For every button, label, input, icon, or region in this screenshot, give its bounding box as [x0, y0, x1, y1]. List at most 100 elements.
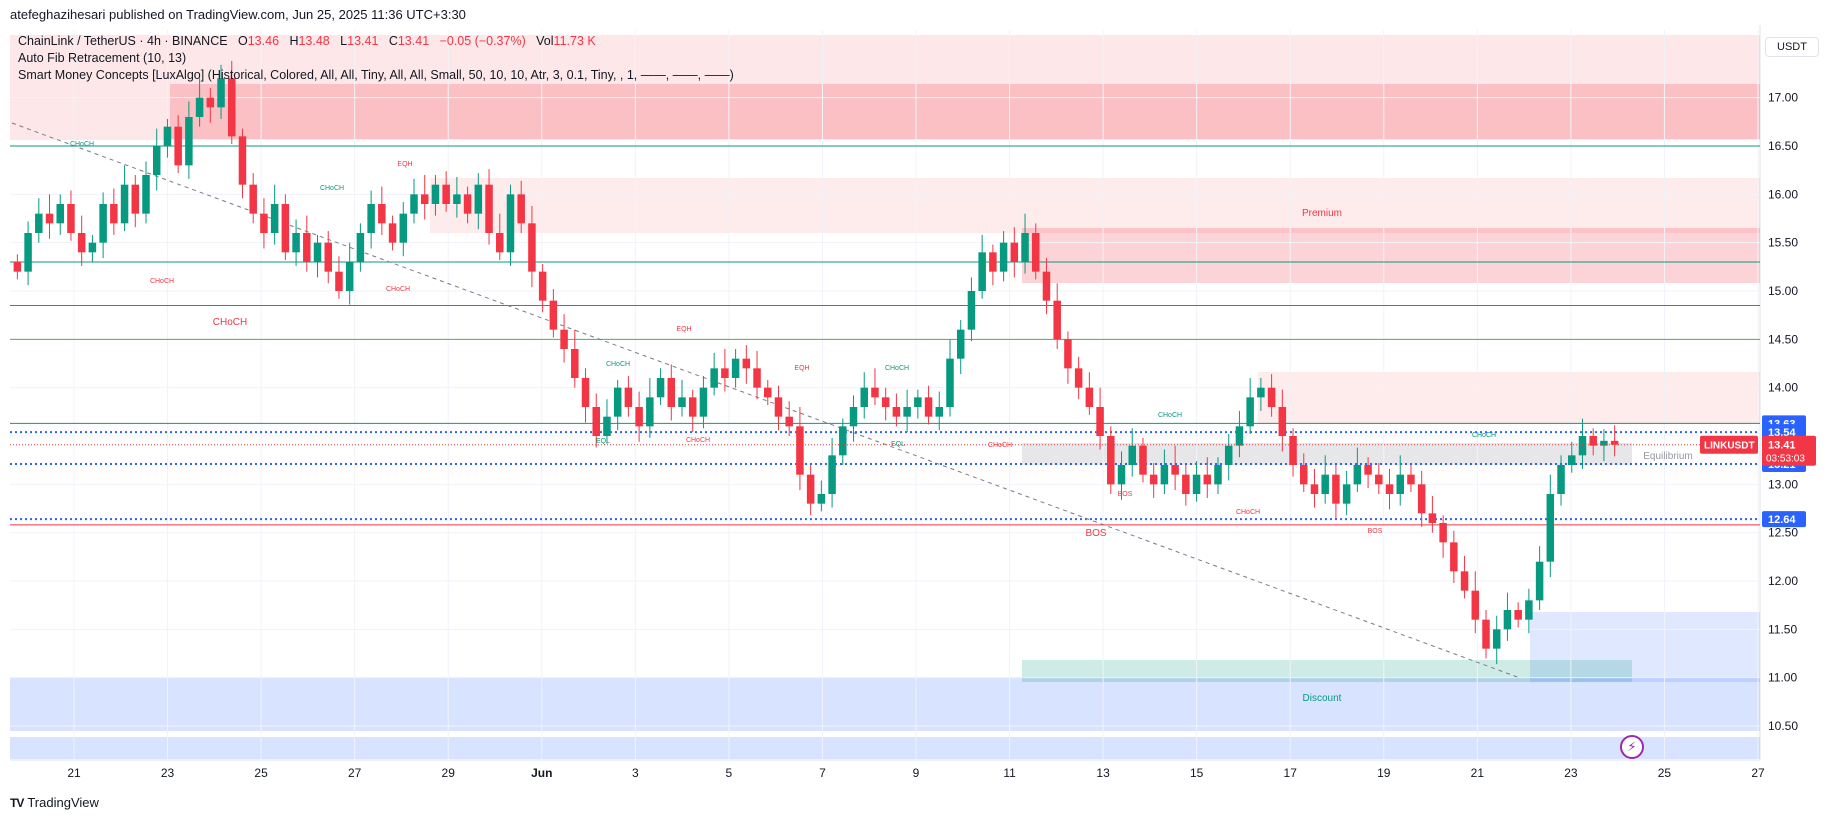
currency-unit-button[interactable]: USDT	[1765, 37, 1819, 57]
candle	[967, 277, 976, 342]
indicator-smc[interactable]: Smart Money Concepts [LuxAlgo] (Historic…	[18, 68, 734, 82]
time-axis[interactable]: 21 23 25 27 29 Jun 3 5 7 9 11 13 15 17 19 21 23 25 27	[67, 766, 1765, 780]
candle-body	[496, 233, 504, 253]
price-tick-label: 14.00	[1768, 381, 1798, 395]
footer-brand[interactable]: TV TradingView	[10, 795, 99, 810]
candle	[1353, 447, 1362, 493]
equilibrium-label: Equilibrium	[1643, 451, 1692, 462]
candle	[581, 368, 590, 423]
candle-body	[1246, 397, 1254, 427]
candle-body	[828, 455, 836, 494]
candle	[1224, 434, 1233, 481]
candle-body	[1385, 484, 1394, 494]
candle-body	[442, 184, 450, 204]
candle-body	[1107, 436, 1115, 485]
symbol-title[interactable]: ChainLink / TetherUS · 4h · BINANCE	[18, 34, 228, 48]
candle	[56, 194, 64, 235]
candle-body	[935, 407, 944, 417]
candle-body	[485, 184, 493, 233]
candle	[946, 339, 954, 417]
candle	[1171, 445, 1179, 491]
candle	[806, 465, 815, 516]
candle-body	[1353, 465, 1362, 485]
candle	[1546, 474, 1555, 578]
candle	[378, 186, 386, 235]
candle-body	[1514, 610, 1522, 620]
time-tick-label: 15	[1190, 766, 1204, 780]
candle	[367, 190, 375, 249]
high-label: H	[289, 34, 299, 48]
indicator-fib[interactable]: Auto Fib Retracement (10, 13)	[18, 51, 187, 65]
candle	[88, 234, 97, 262]
candle	[1246, 378, 1254, 435]
candle-body	[463, 194, 472, 214]
candle-body	[313, 242, 322, 262]
candle-body	[1375, 474, 1383, 485]
candle-body	[860, 387, 868, 407]
time-tick-label: 11	[1003, 766, 1016, 780]
candle	[1117, 451, 1126, 500]
candle-body	[1224, 445, 1233, 465]
candle	[24, 221, 32, 286]
candle	[1032, 223, 1040, 280]
candle	[688, 389, 697, 433]
candle	[1396, 455, 1404, 506]
candle	[903, 389, 911, 433]
candle-body	[1074, 368, 1083, 388]
candle-body	[753, 368, 761, 388]
candle-body	[1492, 629, 1501, 649]
candle-body	[710, 368, 718, 388]
bos-label: BOS	[1085, 528, 1106, 539]
candle	[860, 372, 868, 419]
candle	[1364, 457, 1372, 489]
candle-body	[1128, 445, 1136, 465]
candle	[45, 194, 54, 239]
time-tick-label: 5	[726, 766, 733, 780]
candle-body	[839, 426, 847, 456]
candle-body	[1450, 542, 1458, 572]
choch-label: CHoCH	[606, 361, 630, 368]
candle	[656, 368, 665, 406]
publisher-line: atefeghazihesari published on TradingVie…	[10, 7, 466, 22]
candle-body	[399, 213, 408, 243]
price-tick-label: 10.50	[1768, 719, 1798, 733]
candle-body	[1149, 474, 1158, 485]
lightning-icon[interactable]: ⚡	[1620, 735, 1644, 759]
time-tick-label: 13	[1096, 766, 1110, 780]
candle-body	[152, 146, 161, 175]
candle	[774, 385, 783, 431]
price-tick-label: 15.00	[1768, 284, 1798, 298]
candle	[270, 184, 279, 245]
candle-body	[345, 262, 354, 291]
choch-label: CHoCH	[1158, 412, 1182, 419]
candle-body	[110, 204, 118, 224]
brand-name: TradingView	[27, 795, 99, 810]
candle	[99, 192, 107, 259]
candle-body	[1460, 571, 1469, 591]
candle-body	[678, 397, 686, 407]
candle-body	[388, 223, 397, 243]
time-tick-label: 7	[819, 766, 826, 780]
candle-body	[292, 233, 300, 253]
candle-body	[1471, 590, 1480, 620]
candle-body	[163, 126, 172, 146]
candle-body	[721, 368, 729, 378]
candle	[1342, 470, 1351, 516]
candle	[924, 385, 933, 425]
candle-body	[378, 204, 386, 224]
candle-body	[1192, 474, 1201, 494]
candle	[1053, 283, 1061, 349]
candle	[1021, 213, 1029, 274]
candle	[1128, 428, 1136, 477]
candle	[721, 349, 729, 392]
candle-body	[88, 242, 97, 253]
candle-body	[1578, 436, 1587, 456]
time-tick-label: 27	[1751, 766, 1765, 780]
candle-body	[1321, 474, 1329, 494]
legend-ohlc-row: ChainLink / TetherUS · 4h · BINANCE O13.…	[18, 33, 734, 50]
candle	[1375, 463, 1383, 494]
price-tick-label: 16.00	[1768, 187, 1798, 201]
candle	[185, 101, 193, 179]
price-axis[interactable]: 17.0016.5016.0015.5015.0014.5014.0013.50…	[1768, 91, 1798, 733]
